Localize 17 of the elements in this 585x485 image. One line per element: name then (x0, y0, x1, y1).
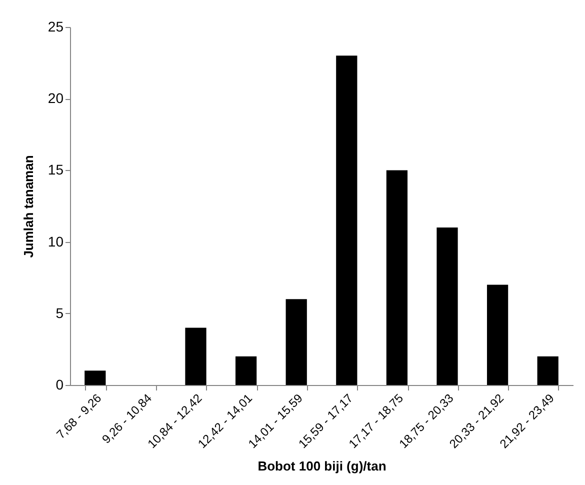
bar (235, 356, 257, 385)
y-tick-label: 5 (56, 304, 64, 321)
y-tick-label: 20 (48, 90, 64, 106)
y-tick-label: 0 (56, 376, 64, 392)
bar (286, 299, 307, 385)
bar (386, 170, 408, 385)
x-axis-title: Bobot 100 biji (g)/tan (258, 458, 386, 474)
y-axis-title: Jumlah tanaman (20, 155, 36, 258)
bar (486, 284, 508, 385)
bar (185, 328, 206, 385)
bar (84, 370, 106, 385)
bar (436, 227, 458, 385)
y-tick-label: 10 (48, 233, 64, 250)
bar (336, 56, 358, 385)
y-tick-label: 15 (48, 162, 64, 178)
bar (537, 356, 558, 385)
y-tick-label: 25 (48, 18, 64, 34)
